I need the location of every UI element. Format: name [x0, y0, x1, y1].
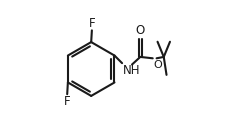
Text: O: O — [153, 60, 162, 70]
Text: O: O — [136, 24, 145, 37]
Text: NH: NH — [123, 64, 140, 77]
Text: F: F — [64, 95, 70, 108]
Text: F: F — [88, 17, 95, 30]
